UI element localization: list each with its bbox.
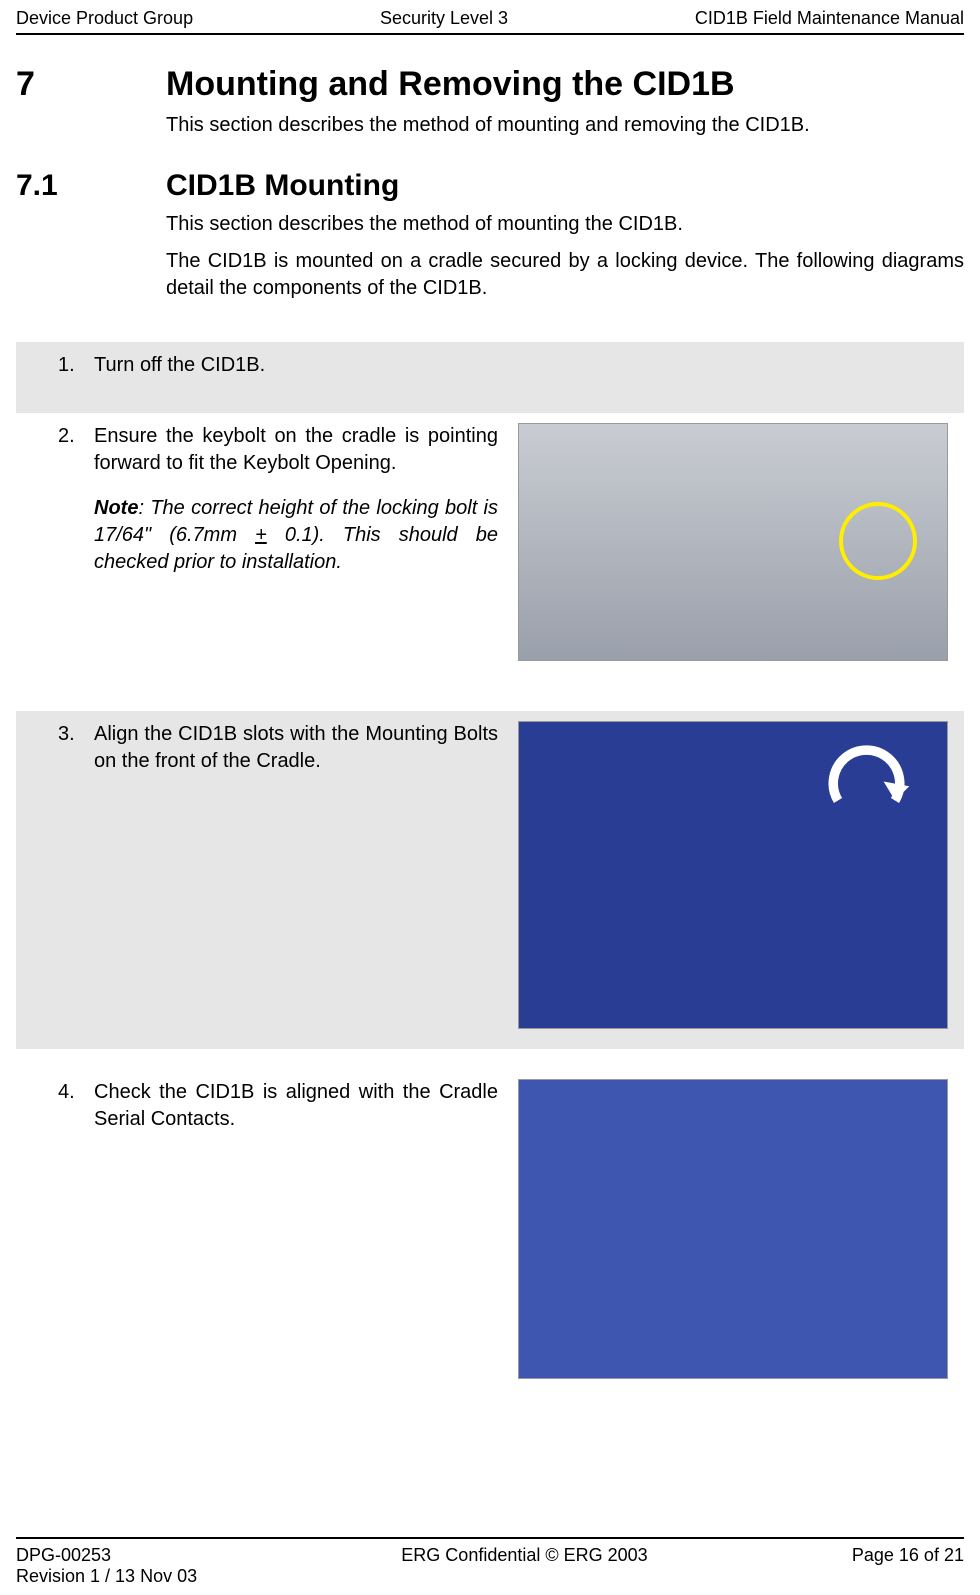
header-right: CID1B Field Maintenance Manual xyxy=(695,8,964,29)
step-3-number: 3. xyxy=(58,721,94,775)
step-1: 1. Turn off the CID1B. xyxy=(16,342,964,413)
footer-confidential: ERG Confidential © ERG 2003 xyxy=(401,1545,647,1587)
step-1-number: 1. xyxy=(58,352,94,379)
step-3-text: Align the CID1B slots with the Mounting … xyxy=(94,721,498,775)
footer-doc-id: DPG-00253 xyxy=(16,1545,197,1566)
footer-revision: Revision 1 / 13 Nov 03 xyxy=(16,1566,197,1587)
rotate-arrow-icon xyxy=(819,734,914,837)
step-1-text: Turn off the CID1B. xyxy=(94,352,928,379)
step-4-image xyxy=(518,1079,948,1379)
step-4-text: Check the CID1B is aligned with the Crad… xyxy=(94,1079,498,1133)
content-area: 7 Mounting and Removing the CID1B This s… xyxy=(0,65,980,1399)
section-7-title: Mounting and Removing the CID1B xyxy=(166,65,735,104)
keybolt-highlight-circle xyxy=(839,502,917,580)
step-2-image xyxy=(518,423,948,661)
footer-page-number: Page 16 of 21 xyxy=(852,1545,964,1587)
section-7-intro: This section describes the method of mou… xyxy=(166,112,964,139)
section-7-1-p1: This section describes the method of mou… xyxy=(166,211,964,238)
step-2-number: 2. xyxy=(58,423,94,477)
footer-rule xyxy=(16,1537,964,1539)
section-7-1-heading: 7.1 CID1B Mounting xyxy=(16,169,964,203)
step-2: 2. Ensure the keybolt on the cradle is p… xyxy=(16,413,964,681)
header-rule xyxy=(16,33,964,35)
step-2-text: Ensure the keybolt on the cradle is poin… xyxy=(94,423,498,477)
step-3-image xyxy=(518,721,948,1029)
step-2-note-label: Note xyxy=(94,497,138,519)
page-header: Device Product Group Security Level 3 CI… xyxy=(0,0,980,33)
step-4-number: 4. xyxy=(58,1079,94,1133)
section-7-1-p2: The CID1B is mounted on a cradle secured… xyxy=(166,248,964,302)
header-left: Device Product Group xyxy=(16,8,193,29)
page-footer: DPG-00253 Revision 1 / 13 Nov 03 ERG Con… xyxy=(0,1537,980,1595)
step-4: 4. Check the CID1B is aligned with the C… xyxy=(16,1069,964,1399)
section-7-1-number: 7.1 xyxy=(16,169,166,203)
step-2-note: Note: The correct height of the locking … xyxy=(94,495,498,576)
section-7-1-title: CID1B Mounting xyxy=(166,169,399,203)
section-7-number: 7 xyxy=(16,65,166,104)
section-7-heading: 7 Mounting and Removing the CID1B xyxy=(16,65,964,104)
step-2-note-pm: + xyxy=(255,524,267,546)
step-3: 3. Align the CID1B slots with the Mounti… xyxy=(16,711,964,1049)
header-center: Security Level 3 xyxy=(380,8,508,29)
